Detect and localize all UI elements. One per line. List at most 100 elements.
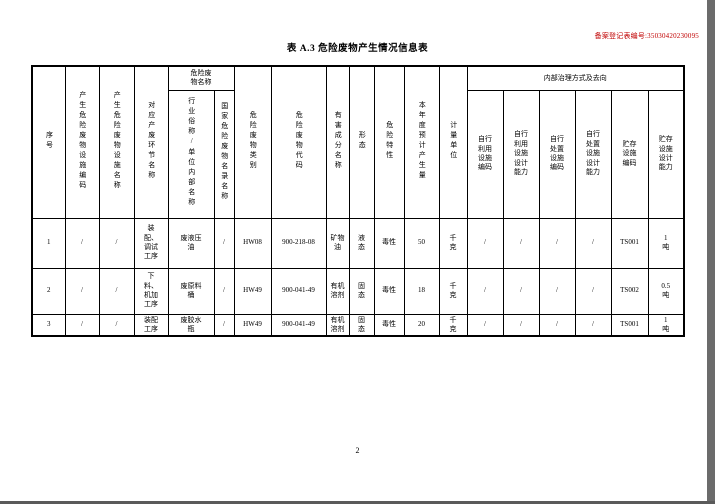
table-cell: / xyxy=(466,217,504,269)
col-header-serial-no: 序号 xyxy=(31,65,66,219)
window-edge-right xyxy=(707,0,715,504)
table-cell: 液 态 xyxy=(348,217,375,269)
table-cell: 3 xyxy=(31,313,66,337)
table-cell: / xyxy=(213,267,235,315)
table-cell: 900-041-49 xyxy=(270,313,327,337)
table-cell: 18 xyxy=(403,267,440,315)
col-header-measure-unit: 计量单位 xyxy=(438,65,468,219)
page-number: 2 xyxy=(355,446,360,455)
table-cell: HW49 xyxy=(233,313,272,337)
table-row: 2// 下 料、 机加 工序 废原料 桶 / HW49 900-041-49 有机 溶剂固 … xyxy=(31,267,685,315)
table-cell: HW08 xyxy=(233,217,272,269)
table-cell: / xyxy=(574,217,612,269)
page-title: 表 A.3 危险废物产生情况信息表 xyxy=(286,44,429,54)
col-header-physical-form-label: 形态 xyxy=(358,130,367,151)
table-cell: 900-218-08 xyxy=(270,217,327,269)
table-cell: / xyxy=(502,267,540,315)
table-cell: / xyxy=(98,313,135,337)
table-cell: 装配 工序 xyxy=(133,313,169,337)
col-header-industry-common-name: 行业俗称/单位内部名称 xyxy=(167,89,215,219)
table-row: 3// 装配 工序 废胶水 瓶 / HW49 900-041-49 有机 溶剂固 态毒性 20… xyxy=(31,313,685,337)
col-header-measure-unit-label: 计量单位 xyxy=(449,120,458,161)
table-cell: 千 克 xyxy=(438,313,468,337)
table-cell: TS001 xyxy=(610,313,649,337)
table-cell: / xyxy=(538,267,576,315)
table-cell: / xyxy=(538,217,576,269)
col-header-facility-code-label: 产生危险废物设施编码 xyxy=(78,90,87,191)
col-header-facility-name: 产生危险废物设施名称 xyxy=(98,65,135,219)
col-header-waste-code: 危险废物代码 xyxy=(270,65,327,219)
col-header-national-list-name-label: 国家危险废物名录名称 xyxy=(220,102,229,203)
col-group-internal-treatment: 内部治理方式及去向 xyxy=(466,65,685,91)
col-header-self-use-design-capacity: 自行 利用 设施 设计 能力 xyxy=(502,89,540,219)
table-cell: 2 xyxy=(31,267,66,315)
col-header-hazard-property: 危险特性 xyxy=(373,65,405,219)
table-cell: / xyxy=(213,217,235,269)
col-header-waste-category-label: 危险废物类别 xyxy=(249,110,258,171)
table-cell: 50 xyxy=(403,217,440,269)
table-cell: TS001 xyxy=(610,217,649,269)
table-cell: 固 态 xyxy=(348,313,375,337)
table-cell: / xyxy=(502,313,540,337)
table-cell: 固 态 xyxy=(348,267,375,315)
table-cell: 下 料、 机加 工序 xyxy=(133,267,169,315)
table-cell: / xyxy=(502,217,540,269)
col-header-industry-common-name-label: 行业俗称/单位内部名称 xyxy=(187,96,196,208)
col-header-self-use-facility-code: 自行 利用 设施 编码 xyxy=(466,89,504,219)
table-cell: 毒性 xyxy=(373,313,405,337)
col-header-hazard-property-label: 危险特性 xyxy=(385,120,394,161)
table-cell: 有机 溶剂 xyxy=(325,267,350,315)
table-body: 1// 装 配、 调试 工序 废液压 油 / HW08 900-218-08 矿物 油液 态… xyxy=(31,217,685,337)
table-cell: 1 吨 xyxy=(647,217,685,269)
table-cell: / xyxy=(466,267,504,315)
table-cell: / xyxy=(538,313,576,337)
table-cell: TS002 xyxy=(610,267,649,315)
table-cell: 1 xyxy=(31,217,66,269)
col-header-waste-code-label: 危险废物代码 xyxy=(295,110,304,171)
table-cell: 毒性 xyxy=(373,267,405,315)
table-cell: / xyxy=(98,217,135,269)
col-header-facility-name-label: 产生危险废物设施名称 xyxy=(113,90,122,191)
col-header-process-step: 对应产废环节名称 xyxy=(133,65,169,219)
table-cell: 废原料 桶 xyxy=(167,267,215,315)
table-cell: / xyxy=(574,267,612,315)
col-header-annual-expected-amount: 本年度预计产生量 xyxy=(403,65,440,219)
table-cell: / xyxy=(213,313,235,337)
table-cell: / xyxy=(98,267,135,315)
table-cell: / xyxy=(466,313,504,337)
col-header-process-step-label: 对应产废环节名称 xyxy=(147,100,156,181)
col-header-harmful-component: 有害成分名称 xyxy=(325,65,350,219)
hazardous-waste-table: 序号 产生危险废物设施编码 产生危险废物设施名称 对应产废环节名称 危险废 物名… xyxy=(31,65,685,338)
col-header-waste-category: 危险废物类别 xyxy=(233,65,272,219)
col-header-facility-code: 产生危险废物设施编码 xyxy=(64,65,100,219)
table-cell: / xyxy=(64,313,100,337)
col-header-physical-form: 形态 xyxy=(348,65,375,219)
table-cell: 0.5 吨 xyxy=(647,267,685,315)
table-cell: 900-041-49 xyxy=(270,267,327,315)
col-header-self-disposal-design-capacity: 自行 处置 设施 设计 能力 xyxy=(574,89,612,219)
window-edge-bottom xyxy=(0,501,715,504)
table-cell: 20 xyxy=(403,313,440,337)
table-cell: HW49 xyxy=(233,267,272,315)
col-header-self-disposal-facility-code: 自行 处置 设施 编码 xyxy=(538,89,576,219)
table-cell: 废胶水 瓶 xyxy=(167,313,215,337)
col-header-storage-design-capacity: 贮存 设施 设计 能力 xyxy=(647,89,685,219)
table-cell: 装 配、 调试 工序 xyxy=(133,217,169,269)
table-cell: 千 克 xyxy=(438,267,468,315)
registration-number: 备案登记表编号:35030420230095 xyxy=(594,32,699,40)
col-header-harmful-component-label: 有害成分名称 xyxy=(334,110,343,171)
col-header-annual-expected-amount-label: 本年度预计产生量 xyxy=(418,100,427,181)
table-cell: 废液压 油 xyxy=(167,217,215,269)
table-cell: / xyxy=(64,267,100,315)
table-cell: 1 吨 xyxy=(647,313,685,337)
table-cell: 千 克 xyxy=(438,217,468,269)
table-cell: 矿物 油 xyxy=(325,217,350,269)
table-row: 1// 装 配、 调试 工序 废液压 油 / HW08 900-218-08 矿物 油液 态… xyxy=(31,217,685,269)
col-group-waste-name: 危险废 物名称 xyxy=(167,65,235,91)
table-cell: 有机 溶剂 xyxy=(325,313,350,337)
col-header-serial-no-label: 序号 xyxy=(45,130,54,151)
table-cell: 毒性 xyxy=(373,217,405,269)
col-header-storage-facility-code: 贮存 设施 编码 xyxy=(610,89,649,219)
table-cell: / xyxy=(574,313,612,337)
table-cell: / xyxy=(64,217,100,269)
